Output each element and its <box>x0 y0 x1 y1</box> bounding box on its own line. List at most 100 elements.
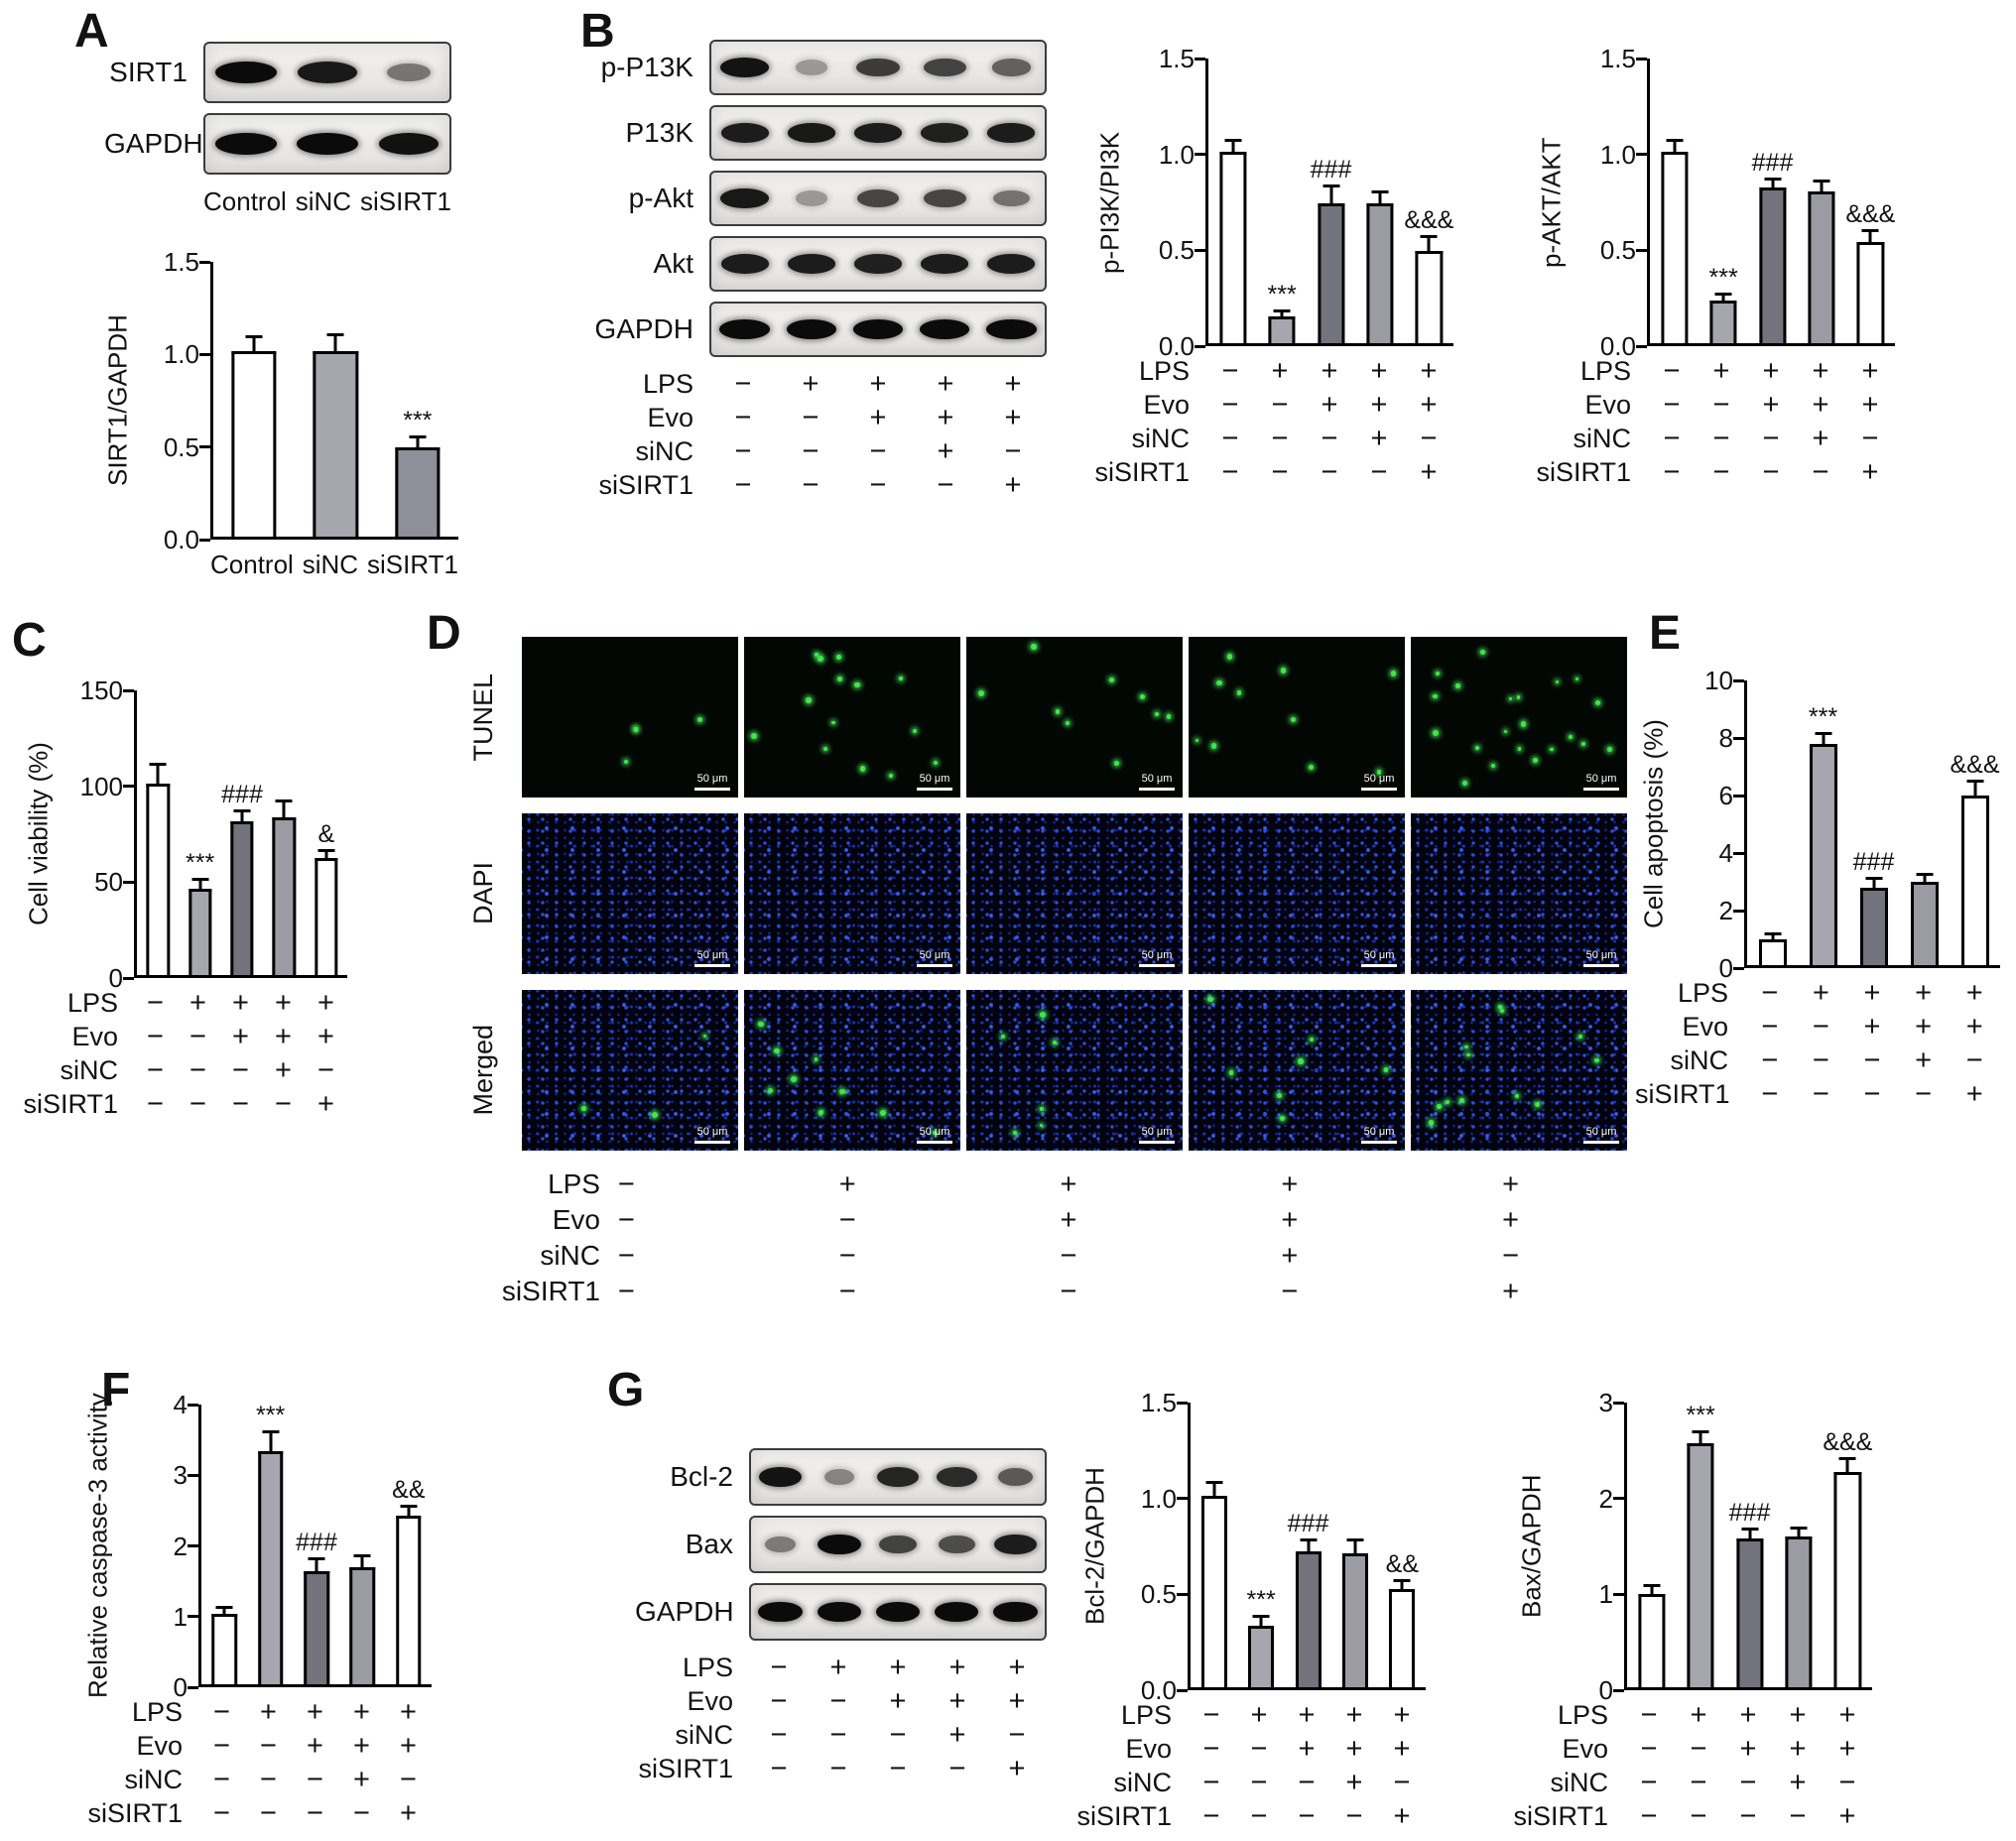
bar <box>1268 315 1296 343</box>
treatment-sign: − <box>1915 1078 1933 1110</box>
protein-band <box>215 132 277 156</box>
tunel-positive-cell <box>1491 764 1496 769</box>
scale-bar <box>1583 964 1619 967</box>
error-bar-cap <box>1714 292 1732 296</box>
bar <box>272 817 297 975</box>
treatment-sign: + <box>937 368 954 400</box>
error-bar-cap <box>191 878 209 882</box>
treatment-sign: + <box>1393 1699 1411 1731</box>
blot-strip <box>749 1448 1047 1506</box>
treatment-sign: + <box>1915 977 1933 1009</box>
treatment-row: Evo − − + + + <box>1533 388 1895 422</box>
y-tick-label: 50 <box>94 867 123 898</box>
scale-bar-group: 50 μm <box>1361 774 1397 791</box>
error-bar-cap <box>1764 177 1782 181</box>
blot-lane <box>912 42 978 93</box>
treatment-sign: − <box>189 1021 206 1052</box>
y-tick-mark <box>199 352 210 356</box>
bar <box>1248 1626 1275 1687</box>
protein-band <box>786 318 836 340</box>
scale-bar-group: 50 μm <box>1583 774 1619 791</box>
protein-band <box>787 254 835 274</box>
error-bar-cap <box>353 1553 371 1557</box>
treatment-sign: − <box>770 1652 788 1683</box>
treatment-name: LPS <box>642 368 693 399</box>
treatment-sign: − <box>1712 389 1730 421</box>
error-bar <box>1673 142 1677 152</box>
y-tick-label: 0 <box>108 963 123 993</box>
protein-band <box>994 1534 1037 1555</box>
bar-slot <box>263 690 305 975</box>
y-tick-label: 0 <box>173 1672 188 1702</box>
y-tick-label: 1.0 <box>1140 1483 1177 1514</box>
error-bar-cap <box>326 333 344 337</box>
treatment-sign: − <box>213 1730 230 1762</box>
treatment-sign: + <box>937 435 954 467</box>
fluorescence-image: 50 μm <box>522 813 738 974</box>
significance-marker: ### <box>1287 1510 1329 1538</box>
error-bar-cap <box>1865 877 1882 881</box>
tunel-positive-cell <box>697 717 702 723</box>
tunel-positive-cell <box>581 1106 586 1111</box>
error-bar-cap <box>400 1504 418 1508</box>
lane-label: siSIRT1 <box>360 185 451 216</box>
blot-lane <box>912 238 978 290</box>
treatment-sign: + <box>317 1088 334 1120</box>
treatment-sign: − <box>869 435 887 467</box>
tunel-positive-cell <box>1466 1052 1470 1057</box>
protein-band <box>853 123 903 143</box>
protein-label: Bcl-2 <box>670 1461 733 1492</box>
scale-bar-group: 50 μm <box>917 950 952 967</box>
treatment-sign: − <box>1321 423 1338 454</box>
treatment-row: LPS − + + + + <box>635 1651 1047 1684</box>
treatment-name: LPS <box>1120 1699 1172 1730</box>
treatment-row: Evo − − + + + <box>79 1729 432 1763</box>
plot-area: 0 50 100 150 *** ### & <box>80 675 347 993</box>
scale-bar <box>917 1141 952 1144</box>
tunel-positive-cell <box>1578 1034 1582 1039</box>
error-bar <box>416 438 420 448</box>
blot-lane <box>778 42 844 93</box>
error-bar <box>1353 1541 1357 1553</box>
protein-band <box>921 123 968 143</box>
tunel-positive-cell <box>1515 1094 1520 1099</box>
treatment-sign: − <box>838 1240 856 1272</box>
scale-bar-group: 50 μm <box>694 1127 730 1144</box>
treatment-name: Evo <box>687 1685 733 1716</box>
treatment-row: siNC − − − + − <box>1091 422 1453 455</box>
treatment-name: Evo <box>1125 1733 1172 1764</box>
treatment-sign: − <box>1298 1800 1316 1832</box>
panel-f-chart-caspase3: Relative caspase-3 activity 0 1 2 3 4 *** ### &&… <box>79 1381 432 1830</box>
treatment-sign: − <box>948 1753 966 1784</box>
blot-lane <box>986 1518 1045 1571</box>
scale-bar-group: 50 μm <box>1139 950 1175 967</box>
treatment-name: siNC <box>1550 1767 1609 1797</box>
treatment-sign: − <box>1712 456 1730 488</box>
treatment-sign: + <box>1965 1078 1983 1110</box>
protein-band <box>923 58 966 77</box>
treatment-sign: + <box>1965 977 1983 1009</box>
bar <box>1219 151 1247 343</box>
protein-label: Akt <box>653 248 693 279</box>
treatment-sign: + <box>1502 1168 1520 1200</box>
protein-band <box>787 123 836 143</box>
bar-slot: ### <box>1307 59 1355 343</box>
western-blot-row: P13K <box>590 105 1047 161</box>
blot-lane <box>978 42 1045 93</box>
lane-label: siNC <box>295 185 352 216</box>
tunel-positive-cell <box>1520 721 1526 727</box>
treatment-sign: − <box>1762 423 1780 454</box>
tunel-positive-cell <box>758 1021 764 1028</box>
blot-lane <box>287 44 368 101</box>
treatment-sign: + <box>232 1021 249 1052</box>
y-tick-label: 0.5 <box>1140 1579 1177 1610</box>
plot-area: 0 2 4 6 8 10 *** ### &&& <box>1704 666 2000 983</box>
tunel-positive-cell <box>1210 743 1217 749</box>
y-tick-mark <box>188 1403 198 1407</box>
panel-label-c: C <box>12 614 47 667</box>
tunel-positive-cell <box>1479 649 1486 656</box>
y-tick-mark <box>188 1544 198 1547</box>
treatment-name: Evo <box>1584 389 1631 420</box>
treatment-sign: + <box>1812 977 1829 1009</box>
significance-marker: *** <box>186 849 215 878</box>
